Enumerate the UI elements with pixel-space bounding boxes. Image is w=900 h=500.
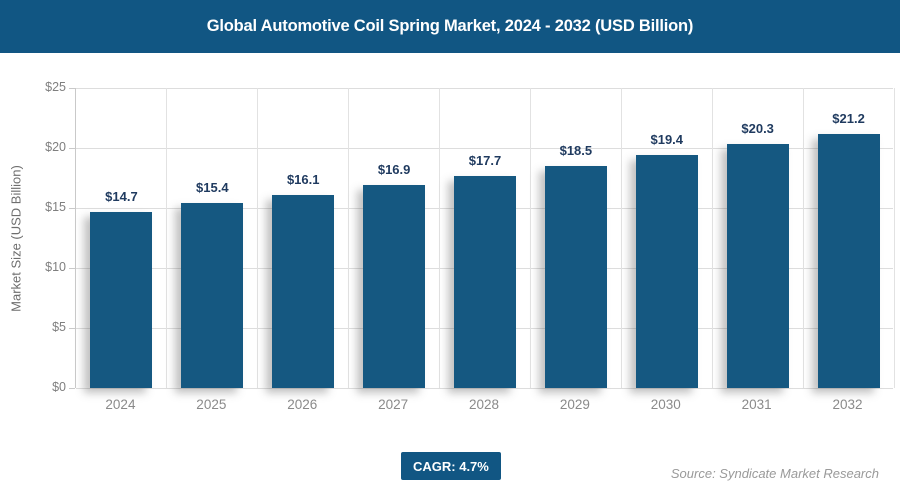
y-tick-mark <box>69 148 75 149</box>
gridline-vertical <box>439 88 441 388</box>
y-tick-label: $5 <box>52 320 66 334</box>
y-tick-label: $15 <box>45 200 66 214</box>
x-tick-label: 2029 <box>559 397 590 412</box>
gridline-vertical <box>620 88 622 388</box>
chart-area: Market Size (USD Billion) $14.7 $15.4 $16.… <box>0 53 900 433</box>
gridline-vertical <box>711 88 713 388</box>
bar-value-label: $16.9 <box>377 162 411 178</box>
y-tick-label: $0 <box>52 380 66 394</box>
x-tick-label: 2032 <box>832 397 863 412</box>
bar-2029: $18.5 <box>544 143 607 388</box>
y-tick-label: $25 <box>45 80 66 94</box>
y-tick-mark <box>69 328 75 329</box>
plot-area: $14.7 $15.4 $16.1 $16.9 $17.7 $18.5 $19.4 $20.3… <box>75 87 895 389</box>
bar-value-label: $15.4 <box>196 180 229 196</box>
gridline-vertical <box>348 88 350 388</box>
gridline-horizontal <box>76 87 893 89</box>
x-tick-label: 2027 <box>378 397 409 412</box>
bar-2028: $17.7 <box>454 153 516 388</box>
bar-value-label: $21.2 <box>832 110 865 126</box>
y-tick-mark <box>69 208 75 209</box>
y-tick-label: $10 <box>45 260 66 274</box>
gridline-vertical <box>802 88 804 388</box>
chart-header: Global Automotive Coil Spring Market, 20… <box>0 0 900 53</box>
bar-value-label: $16.1 <box>286 171 320 187</box>
y-tick-mark <box>69 268 75 269</box>
bar-value-label: $20.3 <box>741 121 774 137</box>
x-tick-label: 2030 <box>650 397 681 412</box>
chart-title: Global Automotive Coil Spring Market, 20… <box>206 17 694 35</box>
bar-2031: $20.3 <box>726 121 789 388</box>
y-axis-title: Market Size (USD Billion) <box>8 165 24 312</box>
x-tick-label: 2026 <box>287 397 318 412</box>
x-tick-label: 2031 <box>741 397 772 412</box>
gridline-vertical <box>257 88 259 388</box>
gridline-vertical <box>893 88 895 388</box>
bar-2024: $14.7 <box>90 189 153 388</box>
gridline-horizontal <box>76 147 893 149</box>
source-text: Source: Syndicate Market Research <box>670 466 879 481</box>
bar-2025: $15.4 <box>181 180 244 388</box>
bar-value-label: $17.7 <box>468 152 502 168</box>
x-tick-label: 2028 <box>468 397 500 412</box>
bar-value-label: $18.5 <box>559 143 593 158</box>
x-tick-label: 2025 <box>196 397 227 412</box>
cagr-badge: CAGR: 4.7% <box>401 452 501 480</box>
gridline-vertical <box>166 88 168 388</box>
gridline-horizontal <box>76 387 893 389</box>
bar-2032: $21.2 <box>817 111 880 388</box>
chart-footer: CAGR: 4.7% Source: Syndicate Market Rese… <box>0 433 900 500</box>
y-tick-label: $20 <box>45 140 66 154</box>
gridline-vertical <box>529 88 531 388</box>
x-tick-label: 2024 <box>105 397 136 412</box>
bar-2026: $16.1 <box>272 172 335 388</box>
bar-2030: $19.4 <box>635 132 698 388</box>
bar-value-label: $19.4 <box>650 132 684 148</box>
bar-2027: $16.9 <box>363 162 426 388</box>
bar-value-label: $14.7 <box>105 188 138 204</box>
y-tick-mark <box>69 88 75 89</box>
y-tick-mark <box>69 388 75 389</box>
